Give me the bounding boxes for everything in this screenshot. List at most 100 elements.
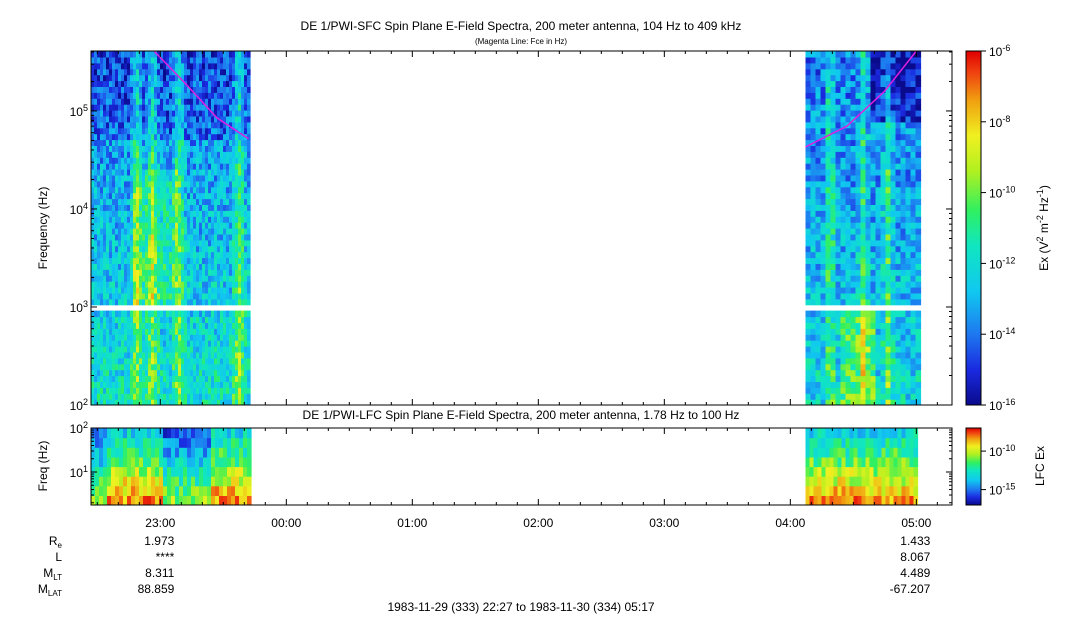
lfc-cell <box>806 447 811 457</box>
sfc-cell <box>906 75 912 82</box>
lfc-cell <box>818 428 823 438</box>
sfc-cell <box>881 299 887 306</box>
sfc-cell <box>901 210 907 217</box>
sfc-cell <box>851 358 857 365</box>
sfc-cell <box>901 134 907 141</box>
sfc-cell <box>906 69 912 76</box>
sfc-cell <box>861 269 867 276</box>
lfc-cell <box>163 486 168 496</box>
sfc-cell <box>861 204 867 211</box>
sfc-cell <box>846 193 852 200</box>
sfc-cell <box>247 110 251 117</box>
sfc-cell <box>896 86 902 93</box>
sfc-cell <box>866 175 872 182</box>
sfc-cell <box>906 116 912 123</box>
sfc-cell <box>911 364 917 371</box>
sfc-cell <box>247 322 251 329</box>
sfc-cell <box>886 269 892 276</box>
sfc-cell <box>856 370 862 377</box>
sfc-cell <box>866 210 872 217</box>
sfc-cell <box>861 334 867 341</box>
sfc-cell <box>916 234 922 241</box>
lfc-cell <box>858 486 863 496</box>
lfc-cell <box>127 476 132 486</box>
sfc-cell <box>896 246 902 253</box>
sfc-cell <box>911 122 917 129</box>
sfc-cell <box>831 240 837 247</box>
sfc-cell <box>916 246 922 253</box>
sfc-cell <box>866 322 872 329</box>
sfc-cell <box>901 92 907 99</box>
sfc-cell <box>806 393 812 400</box>
sfc-cell <box>871 193 877 200</box>
sfc-cell <box>911 311 917 318</box>
sfc-cell <box>846 246 852 253</box>
sfc-cell <box>247 293 251 300</box>
sfc-cell <box>871 293 877 300</box>
lfc-cell <box>846 467 851 477</box>
sfc-cell <box>831 393 837 400</box>
sfc-cell <box>896 145 902 152</box>
sfc-cell <box>831 151 837 158</box>
sfc-cell <box>806 69 812 76</box>
lfc-cell <box>135 457 140 467</box>
sfc-cell <box>901 151 907 158</box>
sfc-cell <box>836 381 842 388</box>
sfc-cell <box>876 370 882 377</box>
lfc-cell <box>810 438 815 448</box>
sfc-cell <box>871 163 877 170</box>
sfc-cell <box>906 234 912 241</box>
sfc-cell <box>876 228 882 235</box>
sfc-cell <box>861 370 867 377</box>
sfc-cell <box>866 169 872 176</box>
sfc-cell <box>811 328 817 335</box>
sfc-cell <box>841 98 847 105</box>
sfc-cell <box>861 51 867 58</box>
sfc-cell <box>876 358 882 365</box>
sfc-cell <box>247 346 251 353</box>
sfc-cell <box>831 322 837 329</box>
sfc-cell <box>821 204 827 211</box>
lfc-cell <box>155 495 160 505</box>
lfc-cell <box>830 428 835 438</box>
lfc-cell <box>199 476 204 486</box>
sfc-cell <box>891 110 897 117</box>
sfc-cell <box>916 122 922 129</box>
lfc-cell <box>227 457 232 467</box>
sfc-cell <box>876 199 882 206</box>
sfc-cell <box>871 269 877 276</box>
sfc-cell <box>886 57 892 64</box>
sfc-cell <box>866 199 872 206</box>
lfc-cell <box>115 438 120 448</box>
sfc-cell <box>886 75 892 82</box>
sfc-cell <box>806 346 812 353</box>
sfc-cell <box>846 181 852 188</box>
lfc-cell <box>123 467 128 477</box>
sfc-cell <box>866 69 872 76</box>
sfc-cell <box>816 187 822 194</box>
sfc-cell <box>826 86 832 93</box>
sfc-cell <box>861 358 867 365</box>
sfc-cell <box>811 169 817 176</box>
sfc-cell <box>891 116 897 123</box>
sfc-cell <box>901 364 907 371</box>
lfc-cell <box>175 495 180 505</box>
lfc-cell <box>199 467 204 477</box>
lfc-cell <box>203 438 208 448</box>
sfc-cell <box>247 364 251 371</box>
sfc-cell <box>896 317 902 324</box>
sfc-cell <box>831 328 837 335</box>
sfc-cell <box>811 311 817 318</box>
sfc-cell <box>871 322 877 329</box>
sfc-cell <box>816 311 822 318</box>
sfc-cell <box>247 204 251 211</box>
sfc-cell <box>901 322 907 329</box>
lfc-cell <box>175 476 180 486</box>
sfc-cell <box>866 358 872 365</box>
sfc-cell <box>901 116 907 123</box>
sfc-cell <box>831 181 837 188</box>
sfc-cell <box>906 110 912 117</box>
sfc-cell <box>826 269 832 276</box>
lfc-cell <box>215 467 220 477</box>
lfc-cell <box>227 486 232 496</box>
